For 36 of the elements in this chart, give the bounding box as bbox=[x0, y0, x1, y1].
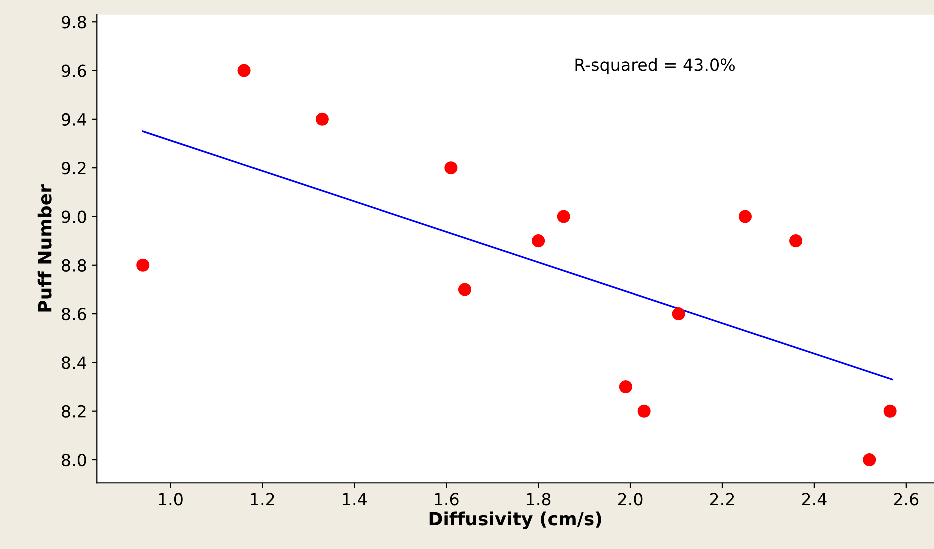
y-tick-label: 8.2 bbox=[62, 405, 86, 418]
y-tick-label: 9.8 bbox=[62, 16, 86, 29]
y-tick-label: 9.6 bbox=[62, 64, 86, 78]
x-tick-label: 2.6 bbox=[894, 493, 919, 506]
point bbox=[557, 210, 570, 224]
x-tick-label: 2.4 bbox=[802, 493, 827, 506]
point bbox=[672, 308, 686, 321]
y-tick-label: 9.4 bbox=[62, 113, 86, 126]
x-tick-label: 1.6 bbox=[435, 493, 459, 506]
point bbox=[619, 380, 632, 394]
y-tick-label: 9.2 bbox=[62, 162, 86, 175]
point bbox=[458, 283, 472, 296]
point bbox=[638, 404, 651, 418]
point bbox=[136, 258, 150, 272]
annotation: R-squared = 43.0% bbox=[576, 58, 736, 74]
y-tick-label: 8.8 bbox=[62, 259, 86, 272]
x-tick-label: 1.4 bbox=[343, 493, 367, 506]
y-tick-label: 9.0 bbox=[62, 210, 86, 224]
x-tick-label: 1.2 bbox=[251, 493, 274, 506]
point bbox=[238, 64, 251, 78]
point bbox=[738, 210, 752, 224]
x-tick-label: 2.0 bbox=[618, 493, 643, 506]
y-tick-label: 8.0 bbox=[62, 454, 86, 467]
point bbox=[444, 162, 458, 175]
x-tick-label: 1.0 bbox=[159, 493, 183, 506]
x-tick-label: 1.8 bbox=[527, 493, 551, 506]
x-axis-title: Diffusivity (cm/s) bbox=[430, 512, 602, 530]
point bbox=[863, 454, 876, 467]
y-axis-title: Puff Number bbox=[38, 184, 52, 312]
y-tick-label: 8.6 bbox=[62, 308, 86, 321]
x-tick-label: 2.2 bbox=[710, 493, 734, 506]
point bbox=[884, 404, 897, 418]
point bbox=[316, 112, 329, 126]
point bbox=[790, 234, 803, 248]
y-tick-label: 8.4 bbox=[62, 356, 86, 370]
point bbox=[532, 234, 546, 248]
